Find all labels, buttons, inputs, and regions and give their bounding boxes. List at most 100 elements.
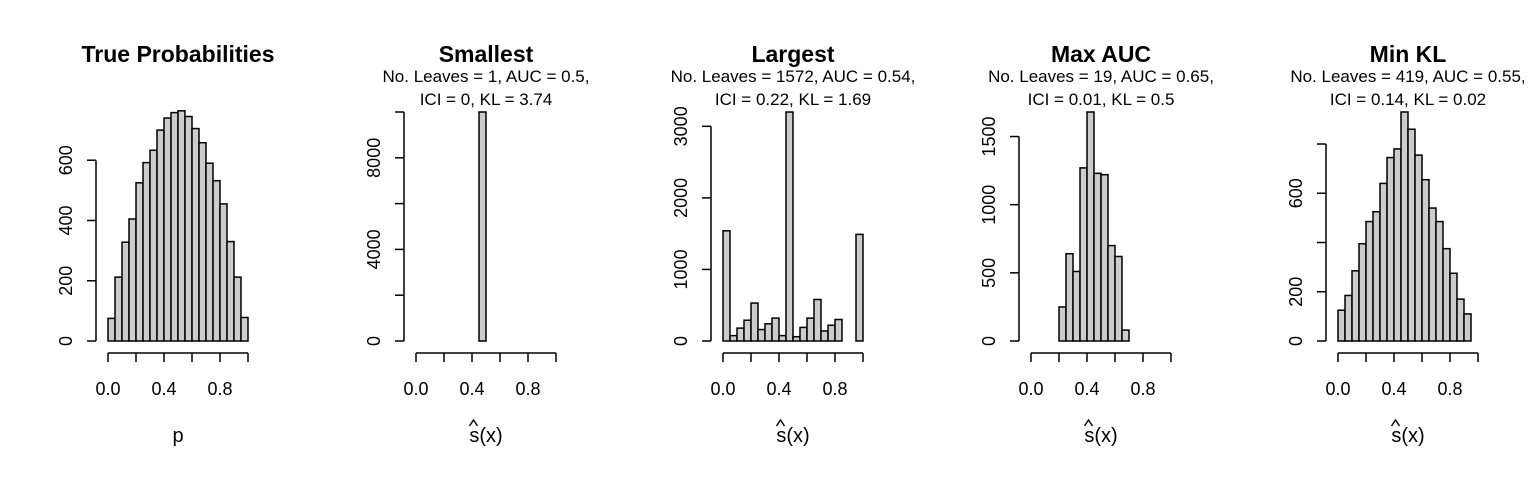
- y-tick-label: 3000: [671, 106, 691, 146]
- histogram-bar: [1393, 148, 1402, 342]
- histogram-bar: [820, 330, 829, 342]
- histogram-bar: [834, 318, 843, 342]
- histogram-bar: [170, 111, 179, 342]
- x-tick-label: 0.0: [95, 379, 120, 399]
- x-axis-label: s(x): [776, 425, 809, 447]
- histogram-bar: [1344, 294, 1353, 342]
- histogram-bar: [722, 230, 731, 342]
- x-tick-label: 0.4: [766, 379, 791, 399]
- histogram-bar: [1372, 210, 1381, 342]
- histogram-bar: [478, 111, 487, 342]
- histogram-bar: [1428, 207, 1437, 342]
- x-tick-label: 0.8: [207, 379, 232, 399]
- histogram-bar: [1058, 306, 1067, 342]
- hat-accent: [1390, 418, 1401, 427]
- histogram-bar: [191, 127, 200, 342]
- histogram-bar: [1414, 154, 1423, 342]
- histogram-bar: [1337, 309, 1346, 342]
- y-tick-label: 0: [979, 336, 999, 346]
- y-tick-label: 200: [1286, 277, 1306, 307]
- y-tick-label: 2000: [671, 178, 691, 218]
- histogram-bar: [205, 162, 214, 342]
- histogram-bar: [757, 328, 766, 342]
- y-tick-label: 600: [56, 145, 76, 175]
- histogram-bar: [1114, 255, 1123, 342]
- y-tick-label: 400: [56, 205, 76, 235]
- histogram-bar: [1107, 244, 1116, 342]
- histogram-bar: [184, 115, 193, 342]
- y-tick-label: 0: [1286, 336, 1306, 346]
- histogram-bar: [114, 276, 123, 342]
- histogram-bar: [1093, 172, 1102, 342]
- histogram-bar: [163, 117, 172, 342]
- histogram-bar: [177, 110, 186, 342]
- histogram-bar: [1435, 220, 1444, 342]
- y-tick-label: 500: [979, 258, 999, 288]
- histogram-bar: [1463, 313, 1472, 342]
- x-tick-label: 0.8: [1437, 379, 1462, 399]
- panel-title: Largest: [751, 41, 834, 67]
- histogram-bar: [219, 203, 228, 342]
- histogram-bar: [813, 298, 822, 342]
- panel-subtitle-line: ICI = 0, KL = 3.74: [420, 90, 553, 109]
- y-tick-label: 1000: [671, 249, 691, 289]
- panel-title: Smallest: [439, 41, 534, 67]
- histogram-bar: [156, 129, 165, 342]
- x-axis-label: s(x): [1084, 425, 1117, 447]
- x-tick-label: 0.8: [515, 379, 540, 399]
- x-axis-label: s(x): [469, 425, 502, 447]
- histogram-bar: [1358, 242, 1367, 342]
- histogram-bar: [1072, 270, 1081, 342]
- histogram-bar: [785, 111, 794, 342]
- histogram-bar: [1121, 329, 1130, 342]
- histogram-bar: [1100, 173, 1109, 342]
- histogram-bar: [107, 317, 116, 342]
- hat-accent: [1083, 418, 1094, 427]
- histogram-bar: [1065, 253, 1074, 342]
- y-tick-label: 1000: [979, 185, 999, 225]
- histogram-bar: [750, 302, 759, 342]
- y-tick-label: 0: [56, 336, 76, 346]
- histogram-bar: [149, 149, 158, 342]
- y-tick-label: 600: [1286, 178, 1306, 208]
- histogram-bar: [778, 334, 787, 342]
- y-tick-label: 1500: [979, 117, 999, 157]
- x-tick-label: 0.0: [1018, 379, 1043, 399]
- panel-title: Min KL: [1370, 41, 1447, 67]
- histogram-bar: [806, 317, 815, 342]
- x-tick-label: 0.0: [710, 379, 735, 399]
- histogram-bar: [792, 335, 801, 342]
- x-tick-label: 0.8: [1130, 379, 1155, 399]
- histogram-bar: [1449, 272, 1458, 342]
- histogram-bar: [1407, 128, 1416, 342]
- histogram-bar: [121, 241, 130, 342]
- panel-subtitle-line: ICI = 0.22, KL = 1.69: [715, 90, 871, 109]
- x-tick-label: 0.4: [1074, 379, 1099, 399]
- histogram-bar: [226, 240, 235, 342]
- panel-subtitle-line: No. Leaves = 1572, AUC = 0.54,: [671, 67, 916, 86]
- panel-1: True Probabilities 0.0 0.4 0.8 0 200 400 600 p: [56, 41, 275, 447]
- hat-accent: [468, 418, 479, 427]
- histogram-bar: [1442, 247, 1451, 342]
- histogram-bar: [827, 324, 836, 342]
- histogram-bar: [1421, 178, 1430, 342]
- histogram-bar: [240, 316, 249, 342]
- panel-subtitle-line: No. Leaves = 419, AUC = 0.55,: [1290, 67, 1525, 86]
- x-tick-label: 0.4: [1381, 379, 1406, 399]
- panel-subtitle-line: No. Leaves = 19, AUC = 0.65,: [988, 67, 1214, 86]
- x-tick-label: 0.8: [822, 379, 847, 399]
- histogram-bar: [233, 276, 242, 342]
- panel-subtitle-line: No. Leaves = 1, AUC = 0.5,: [383, 67, 590, 86]
- x-axis-label: p: [172, 425, 183, 447]
- histogram-bar: [212, 179, 221, 342]
- histogram-bar: [736, 327, 745, 342]
- histogram-bar: [729, 334, 738, 342]
- histogram-bar: [1456, 298, 1465, 342]
- panel-subtitle-line: ICI = 0.14, KL = 0.02: [1330, 90, 1486, 109]
- panel-subtitle-line: ICI = 0.01, KL = 0.5: [1028, 90, 1175, 109]
- hat-accent: [775, 418, 786, 427]
- panel-title: True Probabilities: [82, 41, 275, 67]
